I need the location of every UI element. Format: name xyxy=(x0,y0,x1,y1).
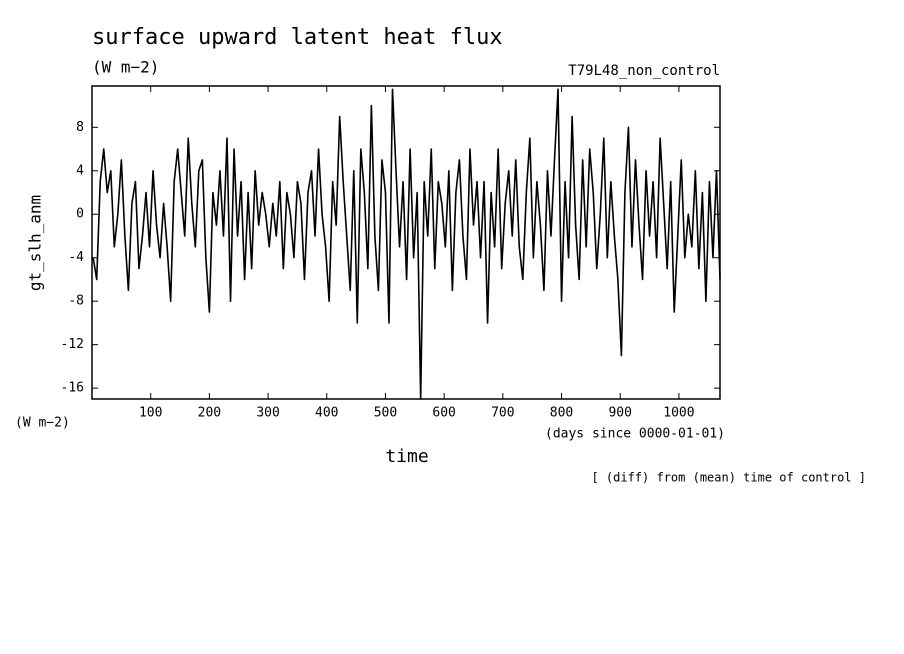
chart-title: surface upward latent heat flux xyxy=(92,25,503,50)
y-axis-label: gt_slh_anm xyxy=(26,195,45,291)
x-tick-label: 600 xyxy=(432,406,455,421)
x-tick-label: 300 xyxy=(256,406,279,421)
units-label: (W m−2) xyxy=(92,58,159,77)
x-tick-label: 700 xyxy=(491,406,514,421)
y-tick-label: 4 xyxy=(76,163,84,178)
x-axis-label: time xyxy=(385,446,428,467)
x-tick-label: 800 xyxy=(550,406,573,421)
y-units-label: (W m−2) xyxy=(15,416,70,431)
y-tick-label: -12 xyxy=(61,337,84,352)
y-tick-label: 8 xyxy=(76,120,84,135)
x-tick-label: 200 xyxy=(198,406,221,421)
y-tick-label: -8 xyxy=(68,294,84,309)
x-tick-label: 900 xyxy=(608,406,631,421)
x-units-label: (days since 0000-01-01) xyxy=(545,427,725,442)
x-tick-label: 100 xyxy=(139,406,162,421)
x-tick-label: 500 xyxy=(374,406,397,421)
y-tick-label: -4 xyxy=(68,250,84,265)
x-tick-label: 400 xyxy=(315,406,338,421)
plot-frame xyxy=(91,85,721,400)
y-tick-label: 0 xyxy=(76,207,84,222)
note: [ (diff) from (mean) time of control ] xyxy=(591,471,866,485)
y-tick-label: -16 xyxy=(61,381,84,396)
data-line xyxy=(92,88,721,400)
x-tick-label: 1000 xyxy=(663,406,694,421)
run-label: T79L48_non_control xyxy=(568,63,720,79)
